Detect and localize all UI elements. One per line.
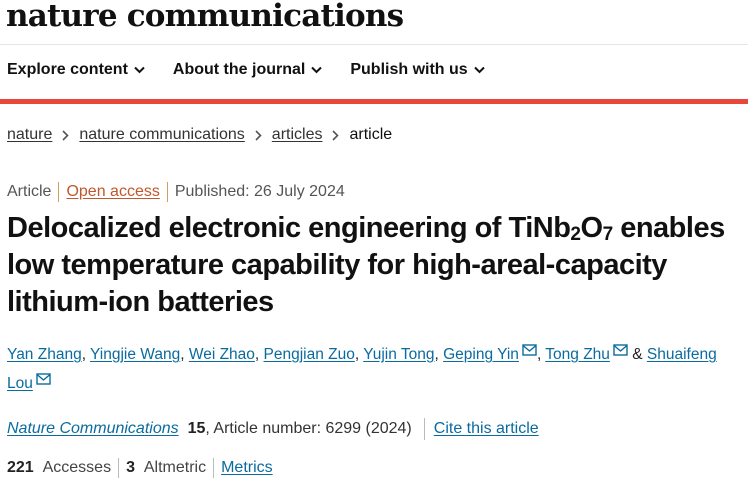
author-link[interactable]: Wei Zhao [188,346,255,363]
accesses-count: 221 [7,459,34,476]
nav-explore-content[interactable]: Explore content [7,61,145,79]
altmetric-count: 3 [126,459,135,476]
metrics-divider [213,458,215,478]
article-number: , Article number: 6299 (2024) [205,420,412,437]
title-text: Delocalized electronic engineering of Ti… [7,212,571,244]
chevron-down-icon [473,66,485,74]
breadcrumb-current: article [349,126,393,143]
nav-about-journal[interactable]: About the journal [172,61,323,79]
mail-icon[interactable] [613,344,628,356]
journal-link[interactable]: Nature Communications [7,420,179,437]
article-meta: Article Open access Published: 26 July 2… [7,182,345,202]
author-link[interactable]: Yujin Tong [363,346,435,363]
header-divider [0,44,748,45]
journal-logo[interactable]: nature communications [6,0,404,34]
nav-label: Explore content [7,61,128,78]
breadcrumb: nature nature communications articles ar… [7,126,392,144]
metrics-divider [118,458,120,478]
title-subscript: 7 [602,224,614,245]
nav-label: Publish with us [350,61,468,78]
accent-bar [0,99,748,104]
breadcrumb-nature-communications[interactable]: nature communications [79,126,245,143]
article-type: Article [7,183,52,200]
volume-number: 15 [187,420,206,437]
title-subscript: 2 [570,224,581,245]
chevron-right-icon [255,129,262,141]
breadcrumb-nature[interactable]: nature [7,126,53,143]
author-link[interactable]: Pengjian Zuo [263,346,355,363]
mail-icon[interactable] [36,373,51,385]
meta-divider [58,182,60,202]
author-list: Yan Zhang, Yingjie Wang, Wei Zhao, Pengj… [7,344,717,392]
citation-line: Nature Communications 15 , Article numbe… [7,418,539,440]
meta-divider [166,182,168,202]
metrics-link[interactable]: Metrics [221,459,273,476]
chevron-right-icon [332,129,340,141]
main-nav: Explore content About the journal Publis… [7,61,485,79]
accesses-label: Accesses [42,459,112,476]
breadcrumb-articles[interactable]: articles [271,126,323,143]
author-link[interactable]: Geping Yin [443,346,519,363]
chevron-right-icon [62,129,70,141]
nav-publish-with-us[interactable]: Publish with us [350,61,485,79]
author-link[interactable]: Shuaifeng Lou [7,346,717,392]
citation-divider [423,418,425,440]
title-text: O [580,212,604,244]
chevron-down-icon [134,66,145,74]
chevron-down-icon [311,66,323,74]
article-title: Delocalized electronic engineering of Ti… [7,210,747,321]
open-access-link[interactable]: Open access [66,183,160,200]
nav-label: About the journal [172,61,306,78]
cite-this-article-link[interactable]: Cite this article [433,420,539,437]
author-link[interactable]: Yingjie Wang [90,346,181,363]
title-text: enables low temperature capability for h… [7,212,725,318]
author-link[interactable]: Tong Zhu [545,346,610,363]
mail-icon[interactable] [522,344,537,356]
author-link[interactable]: Yan Zhang [7,346,82,363]
published-date: Published: 26 July 2024 [174,183,345,200]
metrics-bar: 221 Accesses 3 Altmetric Metrics [7,458,273,478]
altmetric-label: Altmetric [143,459,207,476]
